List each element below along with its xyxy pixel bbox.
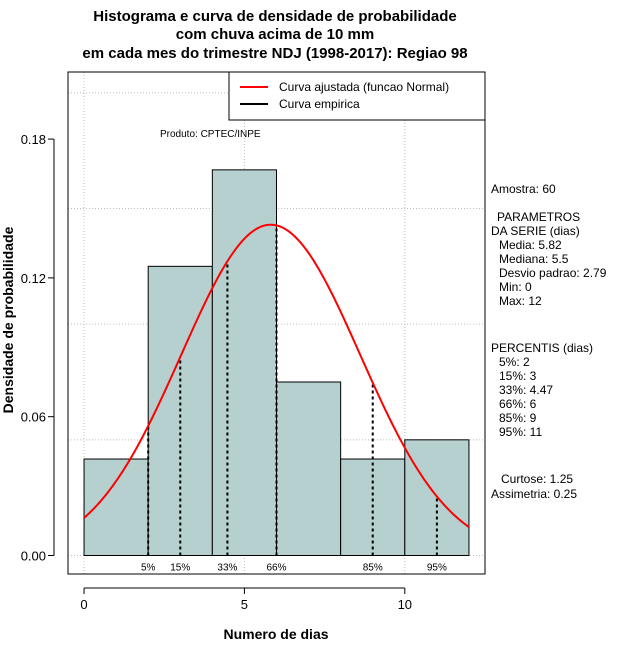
chart-title-line-2: com chuva acima de 10 mm [176, 26, 374, 43]
chart-title-line-3: em cada mes do trimestre NDJ (1998-2017)… [82, 45, 467, 62]
legend-box [228, 71, 486, 121]
stat-skewness: Assimetria: 0.25 [491, 487, 577, 501]
normal-fit-curve [83, 223, 470, 528]
stat-p95: 95%: 11 [499, 425, 542, 439]
x-axis-title: Numero de dias [223, 626, 328, 642]
stat-params-subheading: DA SERIE (dias) [491, 224, 580, 238]
y-tick-label-3: 0.18 [21, 132, 46, 147]
percentile-label-4: 85% [363, 562, 383, 573]
stat-sd: Desvio padrao: 2.79 [499, 266, 607, 280]
percentile-label-5: 95% [427, 562, 447, 573]
stat-kurtosis: Curtose: 1.25 [501, 472, 573, 486]
percentile-labels: 5% 15% 33% 66% 85% 95% [141, 562, 447, 573]
x-tick-label-1: 5 [241, 597, 248, 612]
stat-p5: 5%: 2 [499, 355, 530, 369]
x-tick-label-0: 0 [80, 597, 87, 612]
stat-median: Mediana: 5.5 [499, 252, 569, 266]
stat-percentiles-heading: PERCENTIS (dias) [491, 341, 593, 355]
percentile-label-2: 33% [217, 562, 237, 573]
y-axis: 0.00 0.06 0.12 0.18 [21, 132, 55, 563]
percentile-lines [147, 225, 438, 556]
stat-min: Min: 0 [499, 280, 532, 294]
product-annotation: Produto: CPTEC/INPE [160, 129, 261, 140]
percentile-label-3: 66% [266, 562, 286, 573]
legend-label-empirical: Curva empirica [279, 97, 360, 111]
stat-p85: 85%: 9 [499, 411, 537, 425]
x-axis: 0 5 10 [80, 587, 412, 612]
stat-p33: 33%: 4.47 [499, 383, 553, 397]
stat-params-heading: PARAMETROS [497, 210, 580, 224]
percentile-label-0: 5% [141, 562, 156, 573]
stat-mean: Media: 5.82 [499, 238, 562, 252]
y-axis-title: Densidade de probabilidade [0, 226, 16, 413]
stat-p66: 66%: 6 [499, 397, 537, 411]
stat-p15: 15%: 3 [499, 369, 537, 383]
normal-curve-layer [83, 223, 470, 528]
chart-title-line-1: Histograma e curva de densidade de proba… [93, 8, 456, 25]
histogram-bar-0 [83, 458, 149, 556]
legend: Curva ajustada (funcao Normal) Curva emp… [228, 71, 486, 121]
y-tick-label-2: 0.12 [21, 271, 46, 286]
stat-sample: Amostra: 60 [491, 182, 556, 196]
y-tick-label-1: 0.06 [21, 410, 46, 425]
histogram-bar-3 [276, 381, 342, 556]
legend-label-normal: Curva ajustada (funcao Normal) [279, 80, 449, 94]
stats-panel: Amostra: 60 PARAMETROS DA SERIE (dias) M… [491, 182, 607, 501]
stat-max: Max: 12 [499, 294, 542, 308]
percentile-label-1: 15% [170, 562, 190, 573]
histogram-bar-2 [211, 169, 278, 556]
x-tick-label-2: 10 [398, 597, 412, 612]
y-tick-label-0: 0.00 [21, 548, 46, 563]
